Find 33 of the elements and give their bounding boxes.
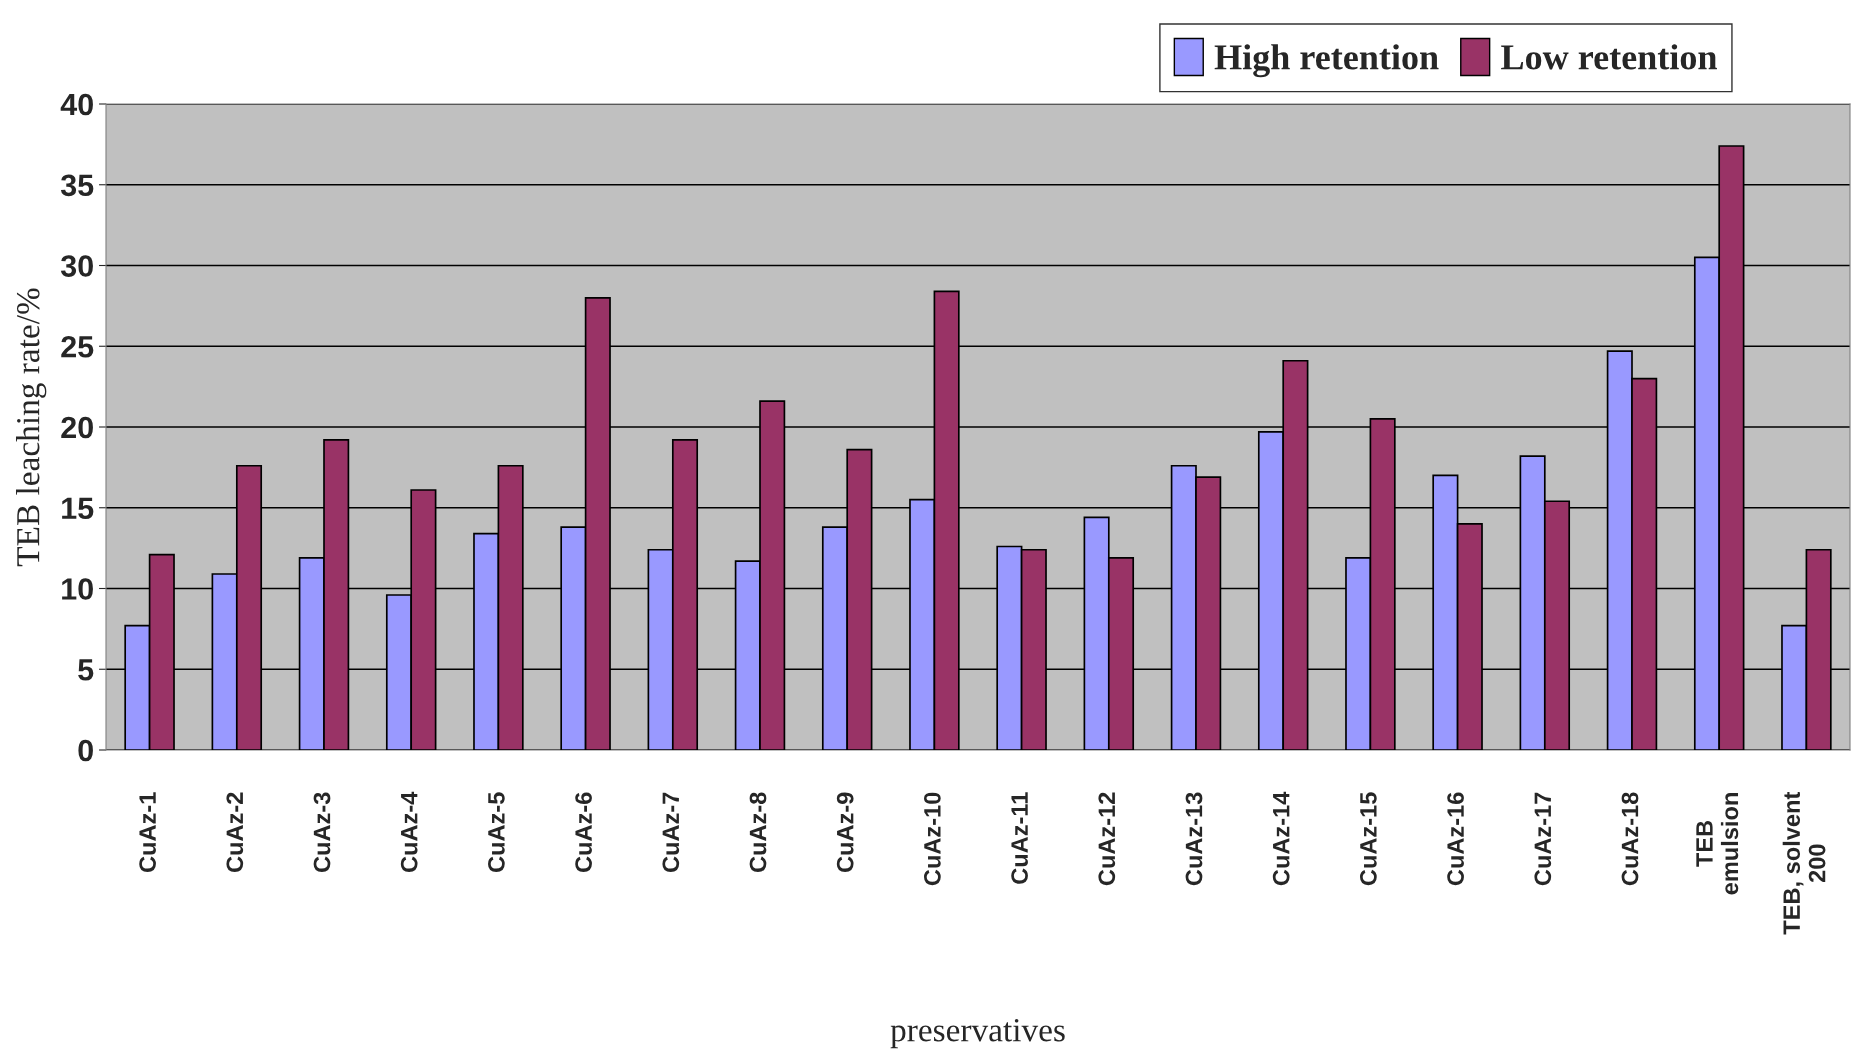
x-tick-label: CuAz-11 (1011, 792, 1028, 884)
x-tick-label: CuAz-12 (1098, 792, 1116, 886)
y-tick-label: 5 (78, 659, 94, 681)
x-tick-label: CuAz-14 (1272, 791, 1290, 886)
y-tick-label: 20 (61, 416, 93, 439)
x-tick-label: CuAz-17 (1534, 792, 1552, 886)
x-tick-label: TEB emulsion (1696, 793, 1739, 895)
y-tick-label: 40 (60, 93, 93, 116)
y-tick-label: 30 (60, 255, 93, 277)
y-tick-label: 15 (62, 497, 94, 520)
x-tick-label: CuAz-6 (575, 792, 592, 873)
x-tick-label: TEB, solvent 200 (1782, 791, 1826, 935)
x-axis-title: preservatives (890, 1019, 1065, 1049)
x-tick-label: CuAz-4 (400, 791, 418, 873)
x-tick-label: CuAz-13 (1185, 792, 1203, 886)
y-axis-title: TEB leaching rate/% (16, 288, 47, 567)
x-tick-label: CuAz-10 (924, 792, 941, 886)
x-tick-label: CuAz-16 (1447, 792, 1464, 886)
x-tick-label: CuAz-1 (139, 792, 156, 873)
x-tick-label: CuAz-15 (1360, 792, 1377, 886)
y-tick-label: 35 (60, 174, 94, 197)
x-tick-label: CuAz-7 (662, 792, 680, 873)
y-tick-label: 25 (61, 335, 94, 358)
y-tick-label: 10 (62, 578, 93, 600)
x-tick-label: CuAz-18 (1621, 792, 1639, 886)
x-tick-label: CuAz-9 (836, 792, 854, 873)
x-tick-label: CuAz-8 (749, 792, 767, 873)
x-tick-label: CuAz-2 (226, 792, 244, 873)
y-tick-label: 0 (78, 739, 93, 762)
x-tick-label: CuAz-5 (488, 792, 505, 873)
x-tick-label: CuAz-3 (313, 792, 331, 873)
legend-label: High retention (1214, 44, 1439, 78)
legend-label: Low retention (1501, 44, 1717, 70)
